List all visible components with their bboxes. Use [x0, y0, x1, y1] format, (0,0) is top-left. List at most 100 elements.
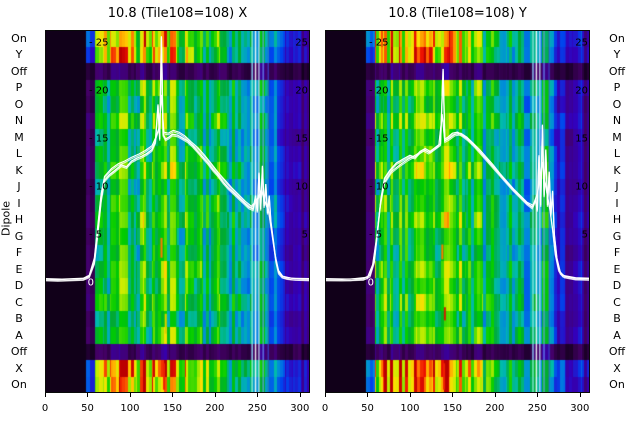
dipole-label-g-12: G	[14, 229, 24, 243]
bandpass-trace	[325, 70, 590, 282]
x-tick-label: 150	[442, 403, 462, 414]
amp-tick-label: - 10	[89, 182, 109, 193]
dipole-label-y-1: Y	[15, 48, 23, 62]
amp-tick-label: 25	[575, 38, 588, 49]
dipole-label-on-21: On	[11, 378, 27, 392]
dipole-label-l-7: L	[15, 147, 23, 161]
dipole-label-d-15: D	[14, 279, 24, 293]
x-tick-mark	[129, 393, 131, 397]
amp-tick-label: - 5	[89, 230, 102, 241]
dipole-label-y-1: Y	[613, 48, 621, 62]
x-tick-mark	[579, 393, 581, 397]
x-ticks-y: 0 50 100 150 200 250 300	[322, 30, 590, 414]
dipole-label-l-7: L	[613, 147, 621, 161]
x-tick-label: 250	[247, 403, 267, 414]
dipole-labels-left: On Y Off P O N M L K J I H G F E D C B A Off X On	[4, 30, 34, 393]
dipole-label-n-5: N	[14, 114, 24, 128]
x-tick-mark	[494, 393, 496, 397]
amp-tick-label: 5	[302, 230, 308, 241]
x-tick-label: 300	[290, 403, 310, 414]
x-tick-label: 150	[162, 403, 182, 414]
amp-tick-label: 15	[575, 134, 588, 145]
amp-tick-label: 25	[295, 38, 308, 49]
amp-tick-label: - 20	[369, 86, 389, 97]
x-tick-mark	[409, 393, 411, 397]
amp-tick-label: - 15	[89, 134, 109, 145]
x-tick-label: 0	[321, 403, 329, 414]
dipole-label-h-11: H	[612, 213, 622, 227]
amp-tick-label: 10	[295, 182, 308, 193]
panel-y: 10.8 (Tile108=108) Y - 25 25- 20 20- 15 15-…	[322, 6, 590, 414]
dipole-label-f-13: F	[613, 246, 621, 260]
dipole-label-c-16: C	[613, 295, 621, 309]
dipole-label-h-11: H	[14, 213, 24, 227]
dipole-label-off-19: Off	[10, 345, 28, 359]
panel-x-title: 10.8 (Tile108=108) X	[107, 6, 248, 21]
x-tick-mark	[87, 393, 89, 397]
x-tick-label: 50	[361, 403, 374, 414]
dipole-label-j-9: J	[17, 180, 21, 194]
x-tick-label: 100	[400, 403, 420, 414]
dipole-label-g-12: G	[612, 229, 622, 243]
amp-tick-label: 20	[295, 86, 308, 97]
dipole-label-n-5: N	[612, 114, 622, 128]
dipole-label-on-21: On	[609, 378, 625, 392]
dipole-label-on-0: On	[609, 31, 625, 45]
dipole-label-f-13: F	[15, 246, 23, 260]
panel-y-title: 10.8 (Tile108=108) Y	[388, 6, 527, 21]
dipole-label-b-17: B	[613, 312, 621, 326]
amp-tick-label: 15	[295, 134, 308, 145]
dipole-label-p-3: P	[613, 81, 621, 95]
dipole-label-p-3: P	[15, 81, 23, 95]
x-ticks-x: 0 50 100 150 200 250 300	[42, 30, 310, 414]
dipole-label-o-4: O	[612, 97, 622, 111]
heatmap-x	[45, 30, 310, 393]
dipole-labels-right: On Y Off P O N M L K J I H G F E D C B A Off X On	[602, 30, 632, 393]
x-tick-label: 100	[120, 403, 140, 414]
dipole-label-b-17: B	[15, 312, 23, 326]
bandpass-trace	[45, 37, 310, 282]
dipole-label-k-8: K	[613, 163, 621, 177]
dipole-label-o-4: O	[14, 97, 24, 111]
heatmap-y	[325, 30, 590, 393]
amp-tick-label: - 5	[369, 230, 382, 241]
amp-tick-label: - 10	[369, 182, 389, 193]
dipole-label-off-2: Off	[608, 64, 626, 78]
amp-tick-label: - 25	[369, 38, 389, 49]
amp-tick-label: 20	[575, 86, 588, 97]
dipole-label-x-20: X	[15, 361, 23, 375]
dipole-label-m-6: M	[612, 130, 622, 144]
dipole-label-d-15: D	[612, 279, 622, 293]
dipole-label-off-2: Off	[10, 64, 28, 78]
amp-tick-label: 0	[88, 278, 94, 289]
x-tick-mark	[537, 393, 539, 397]
bandpass-overlay-y: - 25 25 - 20 20 - 15 15 - 10 10 - 5 5 0	[325, 38, 590, 289]
x-tick-label: 50	[81, 403, 94, 414]
panel-x: 10.8 (Tile108=108) X - 25 25- 20 20- 15 15-…	[42, 6, 310, 414]
dipole-label-j-9: J	[615, 180, 619, 194]
x-tick-mark	[257, 393, 259, 397]
x-tick-label: 300	[570, 403, 590, 414]
x-tick-mark	[45, 393, 46, 397]
x-tick-label: 250	[527, 403, 547, 414]
dipole-label-off-19: Off	[608, 345, 626, 359]
bandpass-overlay-x: - 25 25 - 20 20 - 15 15 - 10 10 - 5 5 0	[45, 36, 310, 289]
amp-tick-label: 5	[582, 230, 588, 241]
x-tick-mark	[214, 393, 216, 397]
amp-tick-label: 10	[575, 182, 588, 193]
x-tick-mark	[172, 393, 174, 397]
x-tick-mark	[452, 393, 454, 397]
dipole-label-k-8: K	[15, 163, 23, 177]
dipole-label-e-14: E	[15, 262, 23, 276]
dipole-label-m-6: M	[14, 130, 24, 144]
bandpass-trace	[325, 115, 590, 282]
amp-tick-label: 0	[368, 278, 374, 289]
bandpass-trace	[45, 96, 310, 282]
amp-tick-label: - 20	[89, 86, 109, 97]
dipole-label-on-0: On	[11, 31, 27, 45]
dipole-label-x-20: X	[613, 361, 621, 375]
x-tick-label: 0	[41, 403, 49, 414]
x-tick-label: 200	[485, 403, 505, 414]
dipole-label-a-18: A	[613, 328, 621, 342]
